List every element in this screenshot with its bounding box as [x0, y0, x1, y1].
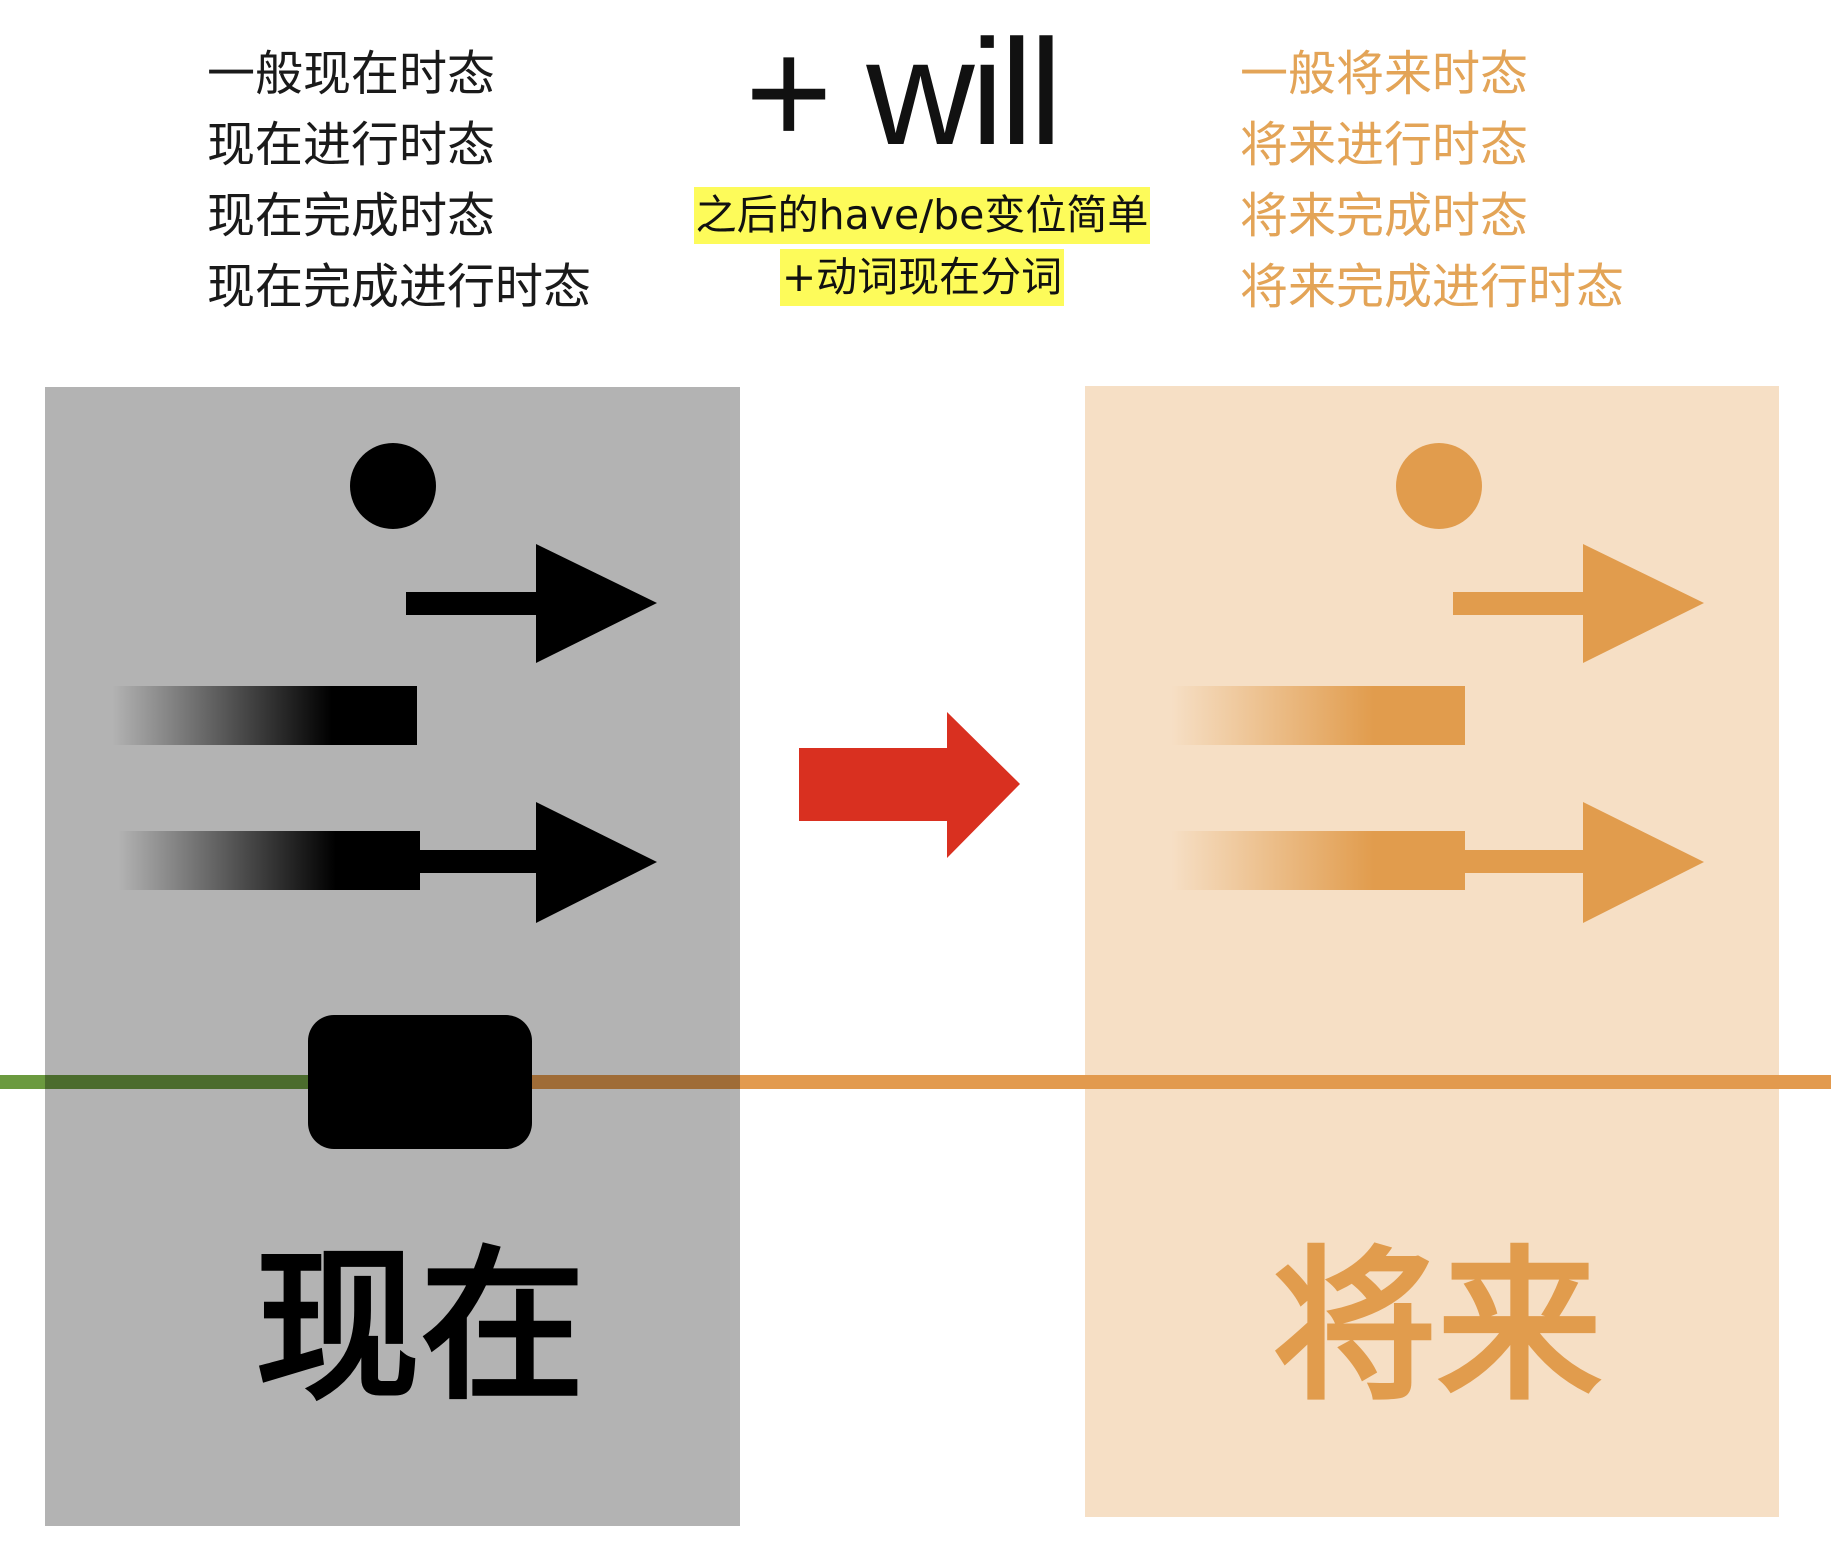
present-fading-arrow-head: [536, 802, 657, 923]
present-progressive-label: 现在进行时态: [207, 117, 496, 173]
note-line-2-text: +动词现在分词: [779, 249, 1065, 306]
future-arrow-icon: [1453, 544, 1704, 663]
note-line-1: 之后的have/be变位简单: [660, 187, 1184, 244]
present-fading-arrow-shaft: [418, 850, 538, 873]
future-fading-bar-icon: [1171, 686, 1465, 745]
future-fading-arrow-head: [1583, 802, 1704, 923]
present-dot-icon: [350, 443, 436, 529]
future-perfect-label: 将来完成时态: [1240, 188, 1529, 244]
present-fading-bar-arrow-icon: [118, 802, 657, 923]
timeline-future-segment: [528, 1075, 1831, 1089]
present-tense-list: 一般现在时态 现在进行时态 现在完成时态 现在完成进行时态: [207, 39, 591, 323]
future-arrow-head: [1583, 544, 1704, 663]
future-perfect-progressive-label: 将来完成进行时态: [1240, 259, 1625, 315]
future-dot-icon: [1396, 443, 1482, 529]
future-fading-bar-arrow-icon: [1171, 802, 1704, 923]
present-perfect-label: 现在完成时态: [207, 188, 496, 244]
present-panel: [45, 387, 740, 1526]
present-arrow-shaft: [406, 592, 538, 615]
will-operator: + will: [745, 8, 1063, 176]
right-arrow-icon: [799, 712, 1020, 858]
present-simple-label: 一般现在时态: [207, 46, 496, 102]
conjugation-note: 之后的have/be变位简单 +动词现在分词: [660, 187, 1184, 311]
future-fading-arrow-shaft: [1463, 850, 1586, 873]
future-tense-list: 一般将来时态 将来进行时态 将来完成时态 将来完成进行时态: [1240, 39, 1624, 323]
future-panel: [1085, 386, 1779, 1517]
future-simple-label: 一般将来时态: [1240, 46, 1529, 102]
future-panel-label: 将来: [1272, 1229, 1602, 1423]
present-fading-bar-2: [118, 831, 420, 890]
future-symbols: [1171, 443, 1704, 923]
present-arrow-icon: [406, 544, 657, 663]
present-panel-label: 现在: [255, 1229, 585, 1423]
present-fading-bar-icon: [112, 686, 417, 745]
future-fading-bar-2: [1171, 831, 1465, 890]
future-arrow-shaft: [1453, 592, 1586, 615]
present-arrow-head: [536, 544, 657, 663]
note-line-1-text: 之后的have/be变位简单: [693, 187, 1151, 244]
present-symbols: [112, 443, 657, 1149]
now-marker-icon: [308, 1015, 532, 1149]
note-line-2: +动词现在分词: [660, 249, 1184, 306]
future-progressive-label: 将来进行时态: [1240, 117, 1529, 173]
present-perfect-progressive-label: 现在完成进行时态: [207, 259, 592, 315]
